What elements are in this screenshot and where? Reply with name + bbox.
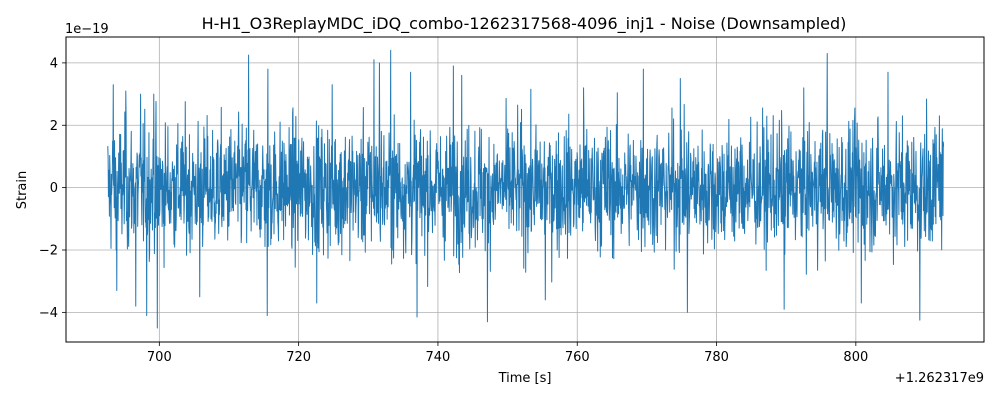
y-axis-ticks: −4 −2 0 2 4 (39, 56, 66, 321)
plot-frame (65, 36, 985, 343)
y-tick-label: −4 (39, 306, 58, 321)
strain-noise-series (107, 49, 945, 329)
x-tick-label: 800 (843, 350, 868, 365)
y-scale-label: 1e−19 (65, 22, 109, 37)
y-axis-label: Strain (15, 171, 30, 210)
x-offset-label: +1.262317e9 (895, 371, 984, 386)
x-tick-label: 780 (704, 350, 729, 365)
y-tick-label: 2 (50, 119, 58, 134)
x-tick-label: 700 (147, 350, 172, 365)
y-tick-label: 4 (50, 56, 58, 71)
x-tick-label: 740 (426, 350, 451, 365)
x-tick-label: 720 (286, 350, 311, 365)
x-axis-label: Time [s] (498, 371, 552, 386)
y-tick-label: 0 (50, 181, 58, 196)
x-tick-label: 760 (565, 350, 590, 365)
chart-title: H-H1_O3ReplayMDC_iDQ_combo-1262317568-40… (202, 14, 847, 34)
x-axis-ticks: 700 720 740 760 780 800 (147, 342, 868, 365)
y-tick-label: −2 (39, 244, 58, 259)
